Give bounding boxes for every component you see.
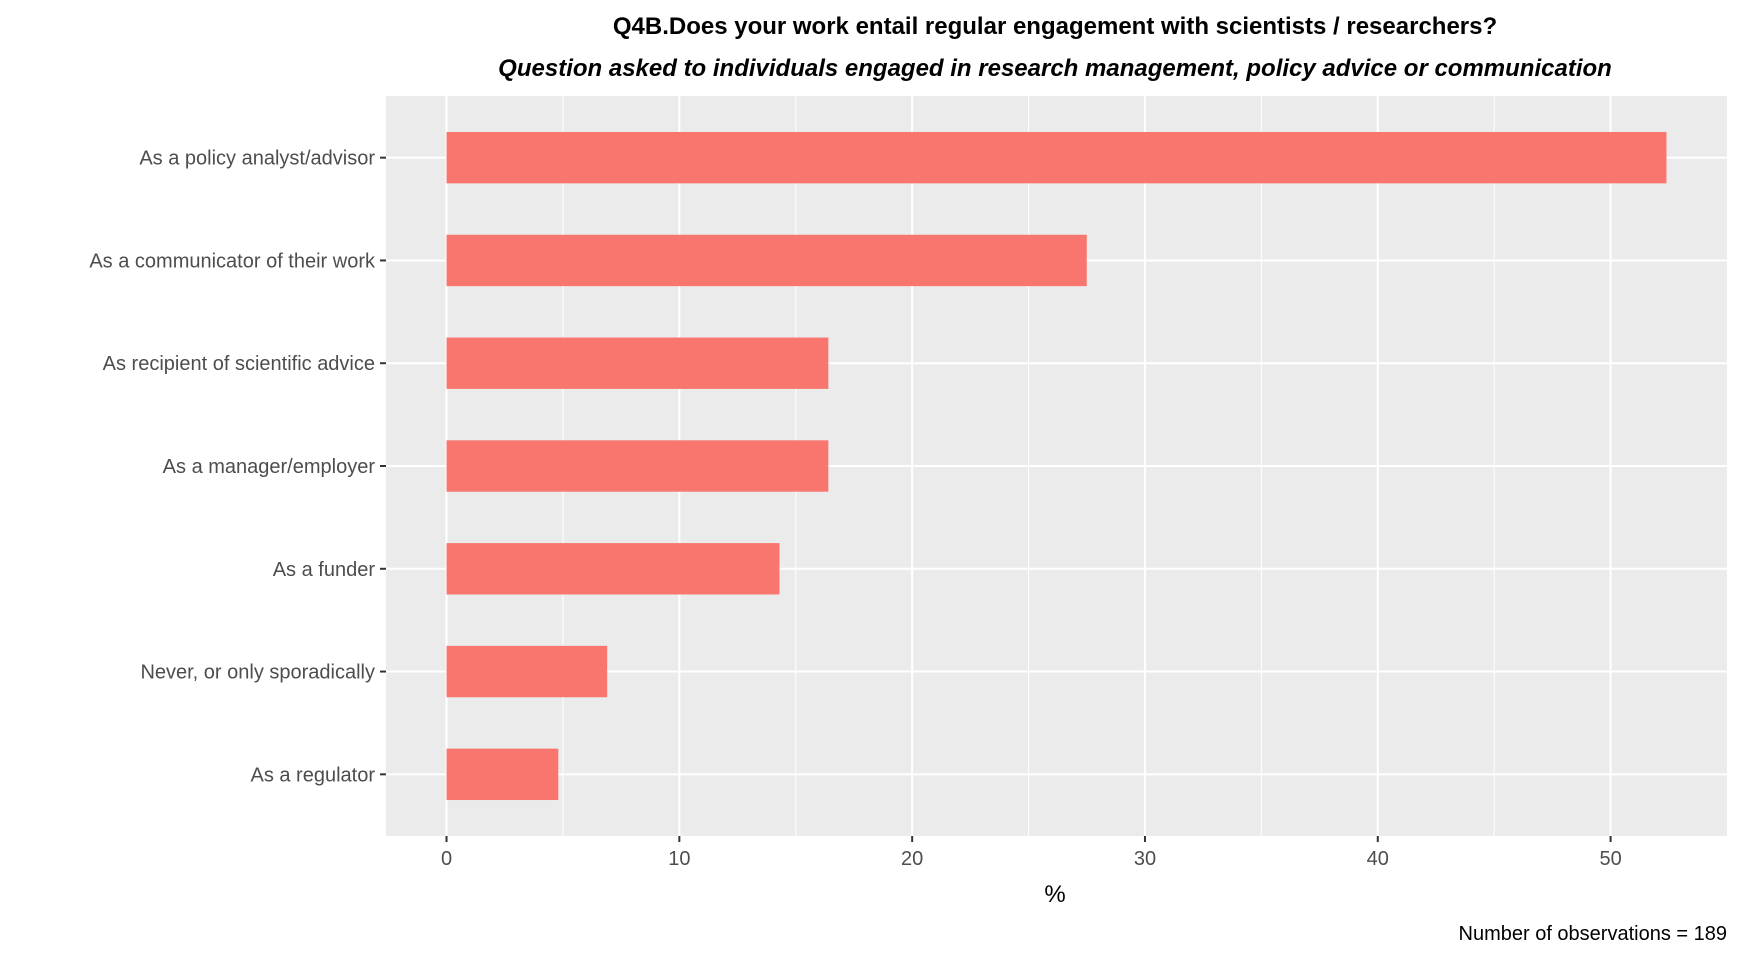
x-tick-label: 30 bbox=[1134, 848, 1156, 870]
x-tick-label: 20 bbox=[901, 848, 923, 870]
x-tick-label: 50 bbox=[1599, 848, 1621, 870]
bar-5 bbox=[446, 543, 780, 595]
x-tick-label: 0 bbox=[441, 848, 452, 870]
bar-6 bbox=[446, 645, 608, 698]
bar-7 bbox=[446, 748, 559, 801]
bar-3 bbox=[446, 337, 829, 389]
x-axis-title: % bbox=[1044, 881, 1065, 908]
plot-area: As a policy analyst/advisor As a communic… bbox=[89, 96, 1727, 870]
bar-2 bbox=[446, 234, 1087, 287]
y-tick-label: As a policy analyst/advisor bbox=[139, 148, 375, 170]
x-tick-label: 10 bbox=[668, 848, 690, 870]
chart-caption: Number of observations = 189 bbox=[1459, 923, 1728, 945]
y-tick-label: As recipient of scientific advice bbox=[103, 353, 375, 375]
y-tick-label: Never, or only sporadically bbox=[140, 662, 375, 684]
y-tick-label: As a funder bbox=[273, 559, 376, 581]
chart-title: Q4B.Does your work entail regular engage… bbox=[613, 13, 1497, 40]
x-tick-label: 40 bbox=[1367, 848, 1389, 870]
y-tick-label: As a communicator of their work bbox=[89, 250, 376, 272]
bar-4 bbox=[446, 440, 829, 492]
y-tick-label: As a manager/employer bbox=[163, 456, 376, 478]
chart-subtitle: Question asked to individuals engaged in… bbox=[498, 55, 1612, 82]
bar-1 bbox=[446, 131, 1667, 184]
y-tick-label: As a regulator bbox=[250, 764, 375, 786]
